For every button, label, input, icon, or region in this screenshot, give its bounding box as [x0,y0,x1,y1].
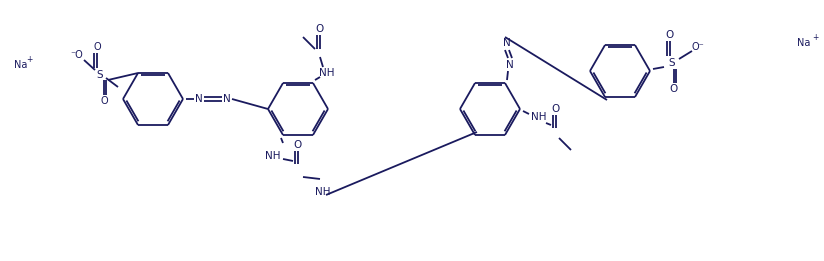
Text: ⁻O: ⁻O [71,50,83,60]
Text: S: S [96,70,103,80]
Text: O: O [316,24,324,34]
Text: +: + [812,33,818,41]
Text: NH: NH [265,151,281,161]
Text: O: O [552,104,560,114]
Text: NH: NH [531,112,547,122]
Text: O: O [101,96,108,106]
Text: N: N [223,94,231,104]
Text: NH: NH [316,187,330,197]
Text: N: N [195,94,203,104]
Text: O: O [93,42,101,52]
Text: S: S [669,58,676,68]
Text: O: O [670,84,678,94]
Text: +: + [26,56,32,64]
Text: Na: Na [797,38,810,48]
Text: N: N [503,38,511,48]
Text: O: O [666,30,674,40]
Text: NH: NH [319,68,335,78]
Text: N: N [506,60,514,70]
Text: O: O [294,140,302,150]
Text: O⁻: O⁻ [691,42,705,52]
Text: Na: Na [14,60,27,70]
